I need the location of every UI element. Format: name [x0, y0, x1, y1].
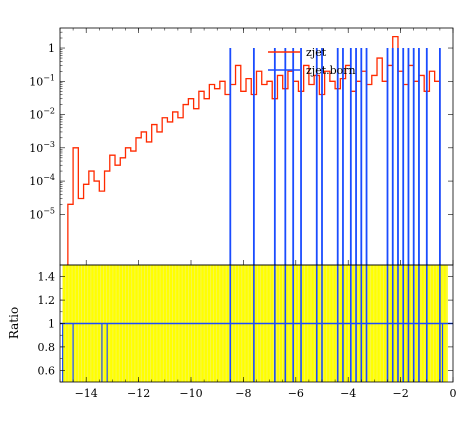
legend: zjet zjet.born	[268, 46, 356, 77]
y-tick-label-ratio: 1.4	[38, 271, 56, 284]
x-tick-label: −2	[392, 387, 408, 400]
y-tick-label-main: 10−5	[29, 206, 55, 221]
ratio-y-axis-label: Ratio	[7, 307, 21, 339]
x-tick-label: 0	[450, 387, 457, 400]
y-tick-label-ratio: 1.2	[38, 294, 56, 307]
ratio-plot-area	[60, 265, 453, 382]
x-tick-label: −14	[75, 387, 98, 400]
y-tick-label-ratio: 1	[48, 318, 55, 331]
legend-label-zjet: zjet	[306, 46, 327, 59]
y-tick-label-main: 1	[48, 42, 55, 55]
legend-label-zjet-born: zjet.born	[306, 64, 356, 77]
axes: −14 −12 −10 −8 −6 −4 −2 0 10−5 10−4 10−3 10−2 10−1 1 0…	[29, 27, 457, 400]
y-tick-label-ratio: 0.8	[38, 341, 56, 354]
x-tick-label: −12	[127, 387, 150, 400]
x-tick-label: −4	[340, 387, 356, 400]
y-tick-label-ratio: 0.6	[38, 364, 56, 377]
x-tick-label: −6	[288, 387, 304, 400]
y-tick-label-main: 10−3	[29, 140, 55, 155]
main-plot-area	[67, 35, 441, 265]
x-tick-label: −8	[235, 387, 251, 400]
x-tick-label: −10	[179, 387, 202, 400]
y-tick-label-main: 10−1	[29, 73, 55, 88]
y-tick-label-main: 10−4	[29, 173, 55, 188]
y-tick-label-main: 10−2	[29, 107, 55, 122]
